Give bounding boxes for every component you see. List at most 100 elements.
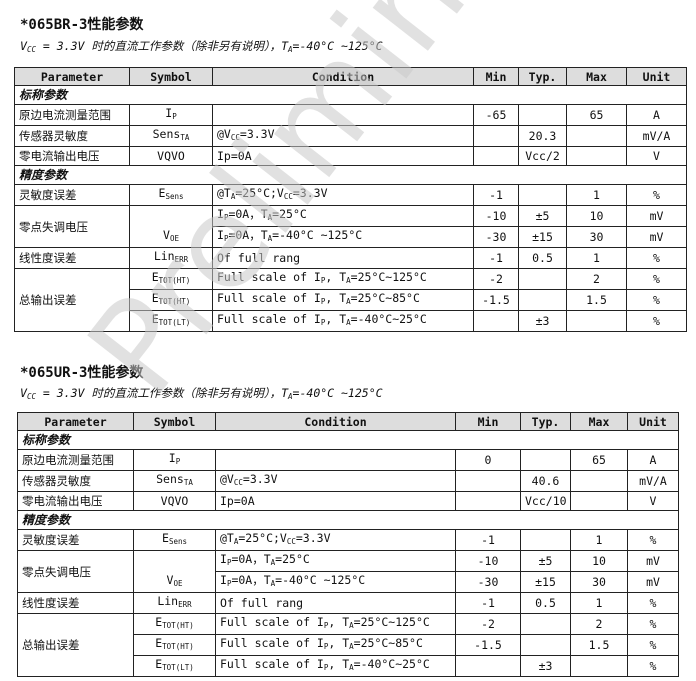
symbol-cell: ETOT(HT)	[133, 634, 216, 656]
min-cell: -1	[455, 592, 521, 614]
unit-cell: %	[626, 289, 687, 311]
unit-cell: %	[627, 655, 679, 677]
min-cell: -65	[473, 104, 519, 126]
unit-cell: mV	[627, 550, 679, 572]
condition-cell: Full scale of IP, TA=-40°C~25°C	[212, 310, 474, 332]
typ-cell: ±15	[520, 571, 571, 593]
max-cell: 1	[566, 184, 627, 206]
max-cell	[566, 146, 627, 166]
symbol-cell: VQVO	[129, 146, 213, 166]
unit-cell: mV	[626, 226, 687, 248]
column-header: Min	[455, 412, 521, 431]
param-cell: 总输出误差	[14, 268, 130, 332]
table1-title: *065BR-3性能参数	[20, 17, 144, 33]
symbol-cell: ETOT(LT)	[133, 655, 216, 677]
typ-cell: 40.6	[520, 470, 571, 492]
param-cell: 传感器灵敏度	[14, 125, 130, 147]
condition-cell: Full scale of IP, TA=25°C~125°C	[215, 613, 456, 635]
typ-cell: Vcc/10	[520, 491, 571, 511]
typ-cell: Vcc/2	[518, 146, 567, 166]
min-cell	[473, 146, 519, 166]
column-header: Unit	[626, 67, 687, 86]
param-cell: 线性度误差	[14, 247, 130, 269]
condition-cell: Ip=0A	[215, 491, 456, 511]
max-cell: 2	[566, 268, 627, 290]
max-cell: 10	[570, 550, 628, 572]
condition-cell: @VCC=3.3V	[212, 125, 474, 147]
section-heading: 精度参数	[17, 510, 679, 530]
section-row: 标称参数	[17, 430, 679, 450]
max-cell: 10	[566, 205, 627, 227]
header-row: Parameter Symbol Condition Min Typ. Max Unit	[14, 67, 687, 86]
column-header: Condition	[215, 412, 456, 431]
max-cell: 1	[570, 529, 628, 551]
column-header: Max	[566, 67, 627, 86]
spec-table-065br: Parameter Symbol Condition Min Typ. Max Unit 标称…	[14, 67, 687, 332]
min-cell	[455, 655, 521, 677]
section-row: 标称参数	[14, 85, 687, 105]
symbol-cell: ETOT(HT)	[133, 613, 216, 635]
unit-cell: %	[626, 247, 687, 269]
typ-cell	[520, 613, 571, 635]
column-header: Typ.	[520, 412, 571, 431]
min-cell: 0	[455, 449, 521, 471]
symbol-cell: ETOT(HT)	[129, 268, 213, 290]
table-row: ETOT(LT) Full scale of IP, TA=-40°C~25°C ±…	[18, 655, 679, 677]
column-header: Typ.	[518, 67, 567, 86]
condition-cell: Full scale of IP, TA=25°C~85°C	[212, 289, 474, 311]
max-cell: 1.5	[570, 634, 628, 656]
header-row: Parameter Symbol Condition Min Typ. Max Unit	[17, 412, 679, 431]
max-cell: 2	[570, 613, 628, 635]
condition-cell: Of full rang	[215, 592, 456, 614]
min-cell: -10	[455, 550, 521, 572]
min-cell: -30	[473, 226, 519, 248]
param-cell: 传感器灵敏度	[17, 470, 134, 492]
param-cell: 零点失调电压	[17, 550, 134, 593]
unit-cell: mV/A	[627, 470, 679, 492]
min-cell: -2	[455, 613, 521, 635]
condition-cell: IP=0A，TA=25°C	[212, 205, 474, 227]
max-cell	[570, 491, 628, 511]
max-cell: 1	[566, 247, 627, 269]
condition-cell	[215, 449, 456, 471]
column-header: Min	[473, 67, 519, 86]
table-row: ETOT(LT) Full scale of IP, TA=-40°C~25°C ±…	[15, 310, 687, 332]
table-row: 零电流输出电压 VQVO Ip=0A Vcc/2 V	[14, 146, 687, 166]
symbol-cell: ETOT(HT)	[129, 289, 213, 311]
symbol-cell: LinERR	[129, 247, 213, 269]
section-heading: 标称参数	[17, 430, 679, 450]
symbol-cell: ESens	[133, 529, 216, 551]
table-row: 线性度误差 LinERR Of full rang -1 0.5 1%	[17, 592, 679, 614]
section-heading: 精度参数	[14, 165, 687, 185]
typ-cell: ±5	[520, 550, 571, 572]
max-cell: 65	[566, 104, 627, 126]
min-cell: -1.5	[473, 289, 519, 311]
unit-cell: %	[627, 529, 679, 551]
typ-cell: ±3	[518, 310, 567, 332]
table-row: 线性度误差 LinERR Of full rang -1 0.5 1%	[14, 247, 687, 269]
symbol-cell: SensTA	[129, 125, 213, 147]
condition-cell: Full scale of IP, TA=25°C~85°C	[215, 634, 456, 656]
symbol-cell: ETOT(LT)	[129, 310, 213, 332]
param-cell: 原边电流测量范围	[14, 104, 130, 126]
column-header: Symbol	[133, 412, 216, 431]
typ-cell	[518, 104, 567, 126]
condition-cell: Of full rang	[212, 247, 474, 269]
symbol-cell: VQVO	[133, 491, 216, 511]
column-header: Max	[570, 412, 628, 431]
symbol-cell: IP	[133, 449, 216, 471]
min-cell	[455, 491, 521, 511]
column-header: Condition	[212, 67, 474, 86]
unit-cell: %	[627, 613, 679, 635]
table2-subtitle: VCC = 3.3V 时的直流工作参数（除非另有说明），TA=-40°C ~12…	[20, 386, 383, 401]
section-row: 精度参数	[14, 165, 687, 185]
max-cell: 1.5	[566, 289, 627, 311]
unit-cell: A	[627, 449, 679, 471]
table-row: 原边电流测量范围 IP -65 65 A	[14, 104, 687, 126]
symbol-cell: LinERR	[133, 592, 216, 614]
typ-cell: ±15	[518, 226, 567, 248]
condition-cell: @TA=25°C;VCC=3.3V	[212, 184, 474, 206]
min-cell: -1	[455, 529, 521, 551]
symbol-cell: ESens	[129, 184, 213, 206]
symbol-cell: VOE	[129, 205, 213, 248]
